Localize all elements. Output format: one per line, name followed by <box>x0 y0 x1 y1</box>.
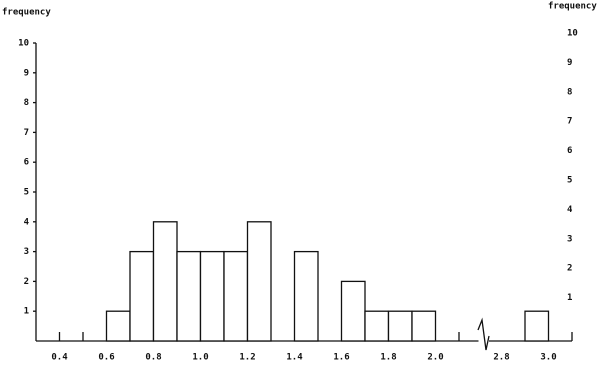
y-tick-label: 10 <box>18 39 29 49</box>
x-tick-label: 1.4 <box>286 353 303 363</box>
y-tick-label: 4 <box>24 217 30 227</box>
y2-tick-label: 1 <box>567 293 572 303</box>
y2-tick-label: 4 <box>567 205 573 215</box>
y-tick-label: 6 <box>24 158 29 168</box>
bar <box>246 221 272 342</box>
y2-tick-label: 10 <box>567 29 578 39</box>
bar <box>387 310 413 342</box>
y2-tick-label: 5 <box>567 176 572 186</box>
bar <box>152 221 178 342</box>
y2-axis-label: frequency <box>548 2 597 12</box>
bar <box>129 250 155 342</box>
y-tick-label: 7 <box>24 128 29 138</box>
bar <box>199 250 225 342</box>
y-tick-label: 2 <box>24 277 29 287</box>
y-tick-label: 5 <box>24 188 29 198</box>
bar <box>176 250 202 342</box>
bar <box>524 310 550 342</box>
x-tick-label: 1.8 <box>380 353 396 363</box>
bar <box>364 310 390 342</box>
bar <box>411 310 437 342</box>
x-tick-label: 0.4 <box>51 353 68 363</box>
y2-tick-label: 2 <box>567 264 572 274</box>
bar <box>105 310 131 342</box>
x-tick-label: 1.6 <box>333 353 349 363</box>
y-axis-label: frequency <box>2 8 51 18</box>
x-tick-label: 0.8 <box>145 353 161 363</box>
y-tick-label: 9 <box>24 68 29 78</box>
bar <box>340 280 366 342</box>
y-tick-label: 8 <box>24 98 29 108</box>
y2-tick-label: 6 <box>567 146 572 156</box>
x-tick-label: 0.6 <box>98 353 114 363</box>
y2-tick-label: 9 <box>567 58 572 68</box>
y2-tick-label: 8 <box>567 87 572 97</box>
x-tick-label: 2.0 <box>427 353 443 363</box>
y-tick-label: 3 <box>24 247 29 257</box>
bar <box>293 250 319 342</box>
bar <box>223 250 249 342</box>
axis-break <box>477 317 490 351</box>
x-tick-label: 3.0 <box>540 353 556 363</box>
y-tick-label: 1 <box>24 307 29 317</box>
x-tick-label: 1.2 <box>239 353 255 363</box>
y2-tick-label: 7 <box>567 117 572 127</box>
y2-tick-label: 3 <box>567 234 572 244</box>
x-tick-label: 1.0 <box>192 353 208 363</box>
x-tick-label: 2.8 <box>493 353 509 363</box>
